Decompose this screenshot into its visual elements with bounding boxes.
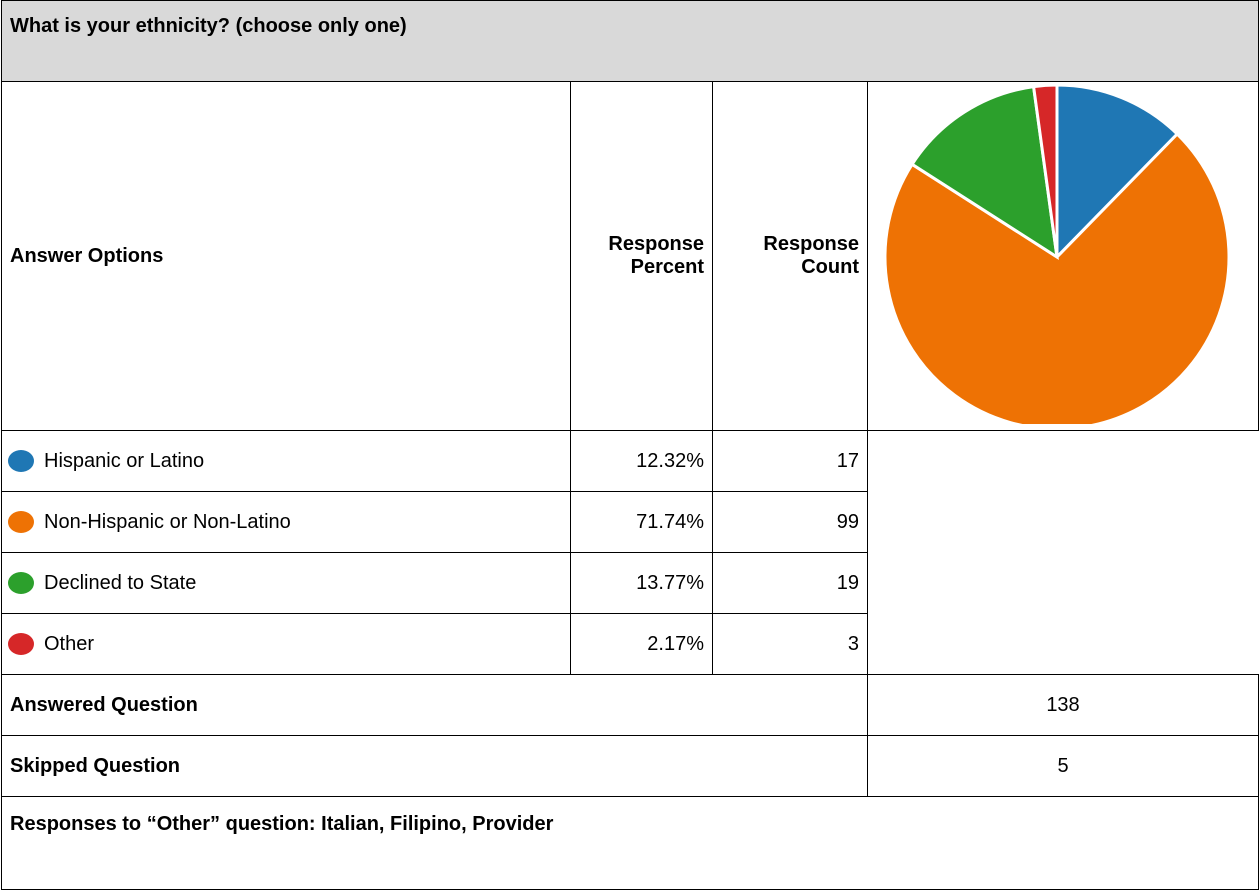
question-title: What is your ethnicity? (choose only one…	[0, 0, 1259, 82]
legend-dot	[8, 511, 34, 534]
legend-dot	[8, 572, 34, 595]
response-count: 17	[712, 430, 868, 492]
pie-slice	[1055, 83, 1180, 261]
response-count: 99	[712, 491, 868, 553]
response-count: 3	[712, 613, 868, 675]
skipped-label: Skipped Question	[1, 735, 868, 797]
answer-label: Other	[44, 632, 95, 655]
answer-label: Non-Hispanic or Non-Latino	[44, 510, 291, 533]
response-percent: 71.74%	[570, 491, 713, 553]
answer-row: Hispanic or Latino 12.32% 17	[1, 430, 1259, 492]
pie-cell	[866, 81, 1259, 431]
answer-cell: Hispanic or Latino	[1, 430, 571, 492]
pie-chart	[883, 83, 1231, 431]
answer-cell: Declined to State	[1, 552, 571, 614]
legend-dot	[8, 633, 34, 656]
answered-label: Answered Question	[1, 674, 868, 736]
response-count: 19	[712, 552, 868, 614]
pie-slice	[910, 84, 1059, 261]
other-note: Responses to “Other” question: Italian, …	[0, 796, 1259, 890]
answer-row: Declined to State 13.77% 19	[1, 552, 1259, 614]
legend-dot	[8, 450, 34, 473]
skipped-value: 5	[866, 735, 1259, 797]
answer-label: Hispanic or Latino	[44, 449, 205, 472]
answered-value: 138	[866, 674, 1259, 736]
answer-cell: Other	[1, 613, 571, 675]
answer-row: Non-Hispanic or Non-Latino 71.74% 99	[1, 491, 1259, 553]
response-percent: 2.17%	[570, 613, 713, 675]
answer-label: Declined to State	[44, 571, 197, 594]
response-percent: 12.32%	[570, 430, 713, 492]
response-percent: 13.77%	[570, 552, 713, 614]
answer-cell: Non-Hispanic or Non-Latino	[1, 491, 571, 553]
pie-slice	[1031, 83, 1059, 258]
answer-row: Other 2.17% 3	[1, 613, 1259, 675]
header: Answer Options	[1, 81, 571, 431]
header: Response Count	[712, 81, 868, 431]
header: Response Percent	[570, 81, 713, 431]
